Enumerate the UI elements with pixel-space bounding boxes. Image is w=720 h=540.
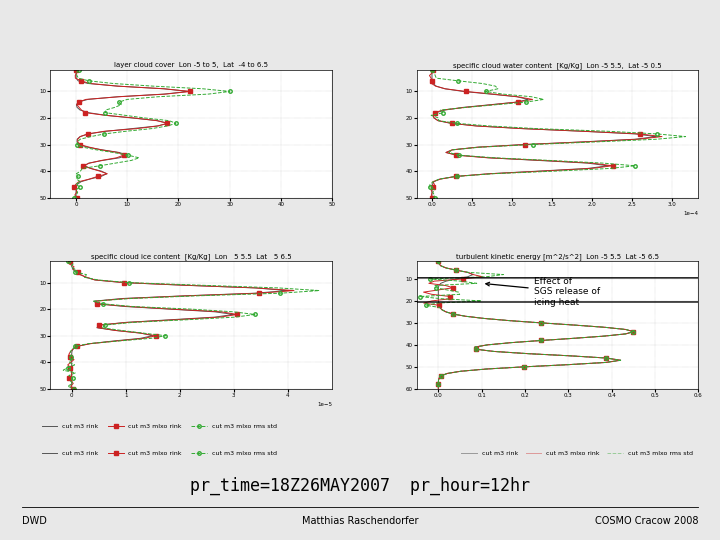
Text: COSMO Cracow 2008: COSMO Cracow 2008 xyxy=(595,516,698,526)
Title: layer cloud cover  Lon -5 to 5,  Lat  -4 to 6.5: layer cloud cover Lon -5 to 5, Lat -4 to… xyxy=(114,63,269,69)
Title: specific cloud water content  [Kg/Kg]  Lon -5 5.5,  Lat -5 0.5: specific cloud water content [Kg/Kg] Lon… xyxy=(453,63,662,69)
Text: DWD: DWD xyxy=(22,516,47,526)
Text: Effect of
SGS release of
icing heat: Effect of SGS release of icing heat xyxy=(486,276,600,307)
Legend: cut m3 rink, cut m3 mlxo rink, cut m3 mlxo rms std: cut m3 rink, cut m3 mlxo rink, cut m3 ml… xyxy=(39,448,279,458)
Text: Matthias Raschendorfer: Matthias Raschendorfer xyxy=(302,516,418,526)
Title: specific cloud ice content  [Kg/Kg]  Lon   5 5.5  Lat   5 6.5: specific cloud ice content [Kg/Kg] Lon 5… xyxy=(91,254,292,260)
Legend: cut m3 rink, cut m3 mlxo rink, cut m3 mlxo rms std: cut m3 rink, cut m3 mlxo rink, cut m3 ml… xyxy=(39,421,279,431)
Text: pr_time=18Z26MAY2007  pr_hour=12hr: pr_time=18Z26MAY2007 pr_hour=12hr xyxy=(190,477,530,495)
Legend: cut m3 rink, cut m3 mlxo rink, cut m3 mlxo rms std: cut m3 rink, cut m3 mlxo rink, cut m3 ml… xyxy=(459,448,696,458)
Title: turbulent kinetic energy [m^2/s^2]  Lon -5 5.5  Lat -5 6.5: turbulent kinetic energy [m^2/s^2] Lon -… xyxy=(456,254,659,260)
